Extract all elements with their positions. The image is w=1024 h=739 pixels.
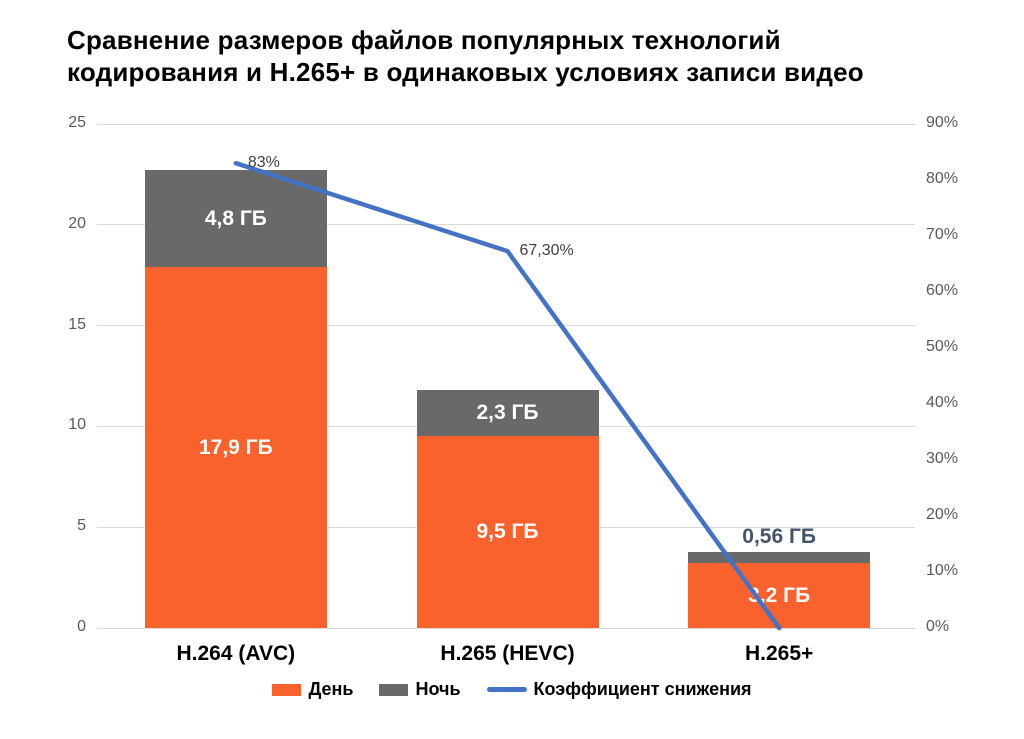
legend-item-Ночь: Ночь bbox=[379, 679, 461, 700]
bar-segment-День: 17,9 ГБ bbox=[144, 267, 327, 628]
bar-value-label: 2,3 ГБ bbox=[476, 401, 539, 425]
left-axis-tick: 5 bbox=[77, 517, 86, 535]
bar-value-label-outside: 0,56 ГБ bbox=[742, 525, 817, 549]
plot-area: 17,9 ГБ 4,8 ГБ 9,5 ГБ 2,3 ГБ 3,2 ГБ 0,56 ГБ 83… bbox=[97, 123, 915, 631]
right-axis-tick: 30% bbox=[926, 450, 959, 467]
left-axis-tick: 0 bbox=[77, 618, 86, 635]
legend-label: Ночь bbox=[415, 679, 461, 699]
category-label: H.265 (HEVC) bbox=[440, 642, 575, 665]
legend-item-День: День bbox=[272, 679, 353, 700]
chart-title: Сравнение размеров файлов популярных тех… bbox=[67, 24, 977, 88]
bar-value-label: 9,5 ГБ bbox=[476, 520, 539, 544]
right-axis: 0% 10% 20% 30% 40% 50% 60% 70% 80% 90% bbox=[926, 114, 1006, 635]
bar-segment-Ночь: 2,3 ГБ bbox=[416, 390, 599, 437]
left-axis-tick: 25 bbox=[68, 114, 86, 131]
right-axis-tick: 20% bbox=[926, 506, 959, 523]
legend-bar-swatch bbox=[272, 683, 302, 696]
category-label: H.264 (AVC) bbox=[176, 642, 296, 665]
right-axis-tick: 0% bbox=[926, 618, 950, 635]
right-axis-tick: 10% bbox=[926, 562, 959, 579]
legend-label: День bbox=[308, 679, 354, 699]
legend-label: Коэффициент снижения bbox=[533, 679, 752, 699]
legend-bar-swatch bbox=[379, 683, 409, 696]
left-axis-tick: 20 bbox=[68, 214, 86, 232]
right-axis-tick: 90% bbox=[926, 114, 959, 131]
gridline bbox=[97, 325, 915, 327]
bar-segment-Ночь: 4,8 ГБ bbox=[144, 170, 327, 268]
left-axis-tick: 10 bbox=[68, 416, 86, 434]
bar-value-label: 3,2 ГБ bbox=[748, 583, 811, 607]
left-axis: 0 5 10 15 20 25 bbox=[0, 114, 86, 635]
bar-segment-День: 3,2 ГБ bbox=[688, 563, 871, 628]
reduction-line bbox=[233, 160, 782, 631]
chart-title-line-1: Сравнение размеров файлов популярных тех… bbox=[67, 25, 781, 55]
legend-item-Коэффициент снижения: Коэффициент снижения bbox=[486, 679, 752, 700]
bar-value-label: 17,9 ГБ bbox=[198, 435, 273, 459]
line-point-label: 67,30% bbox=[519, 242, 574, 260]
legend-line-swatch bbox=[486, 687, 527, 692]
gridline bbox=[97, 123, 915, 125]
gridline bbox=[97, 224, 915, 226]
x-axis: H.264 (AVC) H.265 (HEVC) H.265+ bbox=[100, 642, 915, 668]
right-axis-tick: 60% bbox=[926, 282, 959, 299]
chart-title-line-2: кодирования и H.265+ в одинаковых услови… bbox=[67, 57, 864, 87]
gridline bbox=[97, 627, 915, 629]
left-axis-tick: 15 bbox=[68, 315, 86, 333]
right-axis-tick: 70% bbox=[926, 226, 959, 243]
right-axis-tick: 40% bbox=[926, 394, 959, 411]
legend: День Ночь Коэффициент снижения bbox=[0, 679, 1024, 700]
right-axis-tick: 50% bbox=[926, 338, 959, 355]
bar-segment-Ночь bbox=[688, 552, 871, 564]
bar-segment-День: 9,5 ГБ bbox=[416, 436, 599, 628]
category-label: H.265+ bbox=[745, 642, 814, 665]
bar-value-label: 4,8 ГБ bbox=[204, 206, 267, 230]
line-point-label: 83% bbox=[247, 154, 280, 172]
right-axis-tick: 80% bbox=[926, 170, 959, 187]
